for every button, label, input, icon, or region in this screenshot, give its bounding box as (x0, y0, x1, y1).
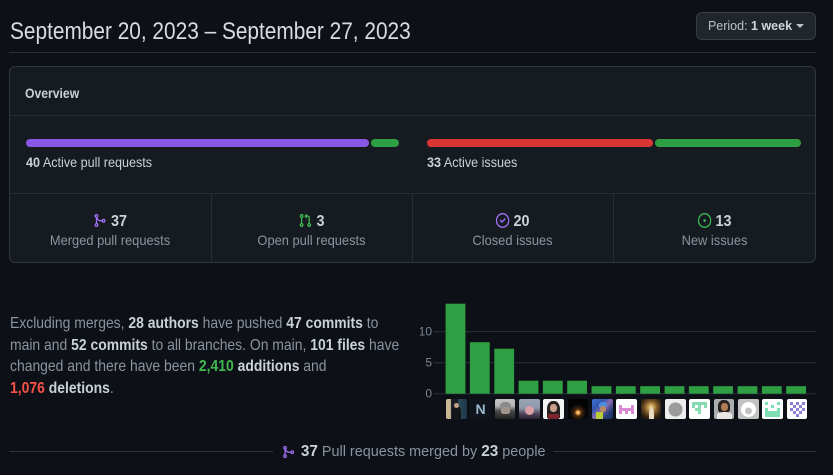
svg-text:10: 10 (420, 325, 432, 339)
svg-text:5: 5 (425, 356, 432, 370)
svg-text:0: 0 (425, 387, 432, 401)
